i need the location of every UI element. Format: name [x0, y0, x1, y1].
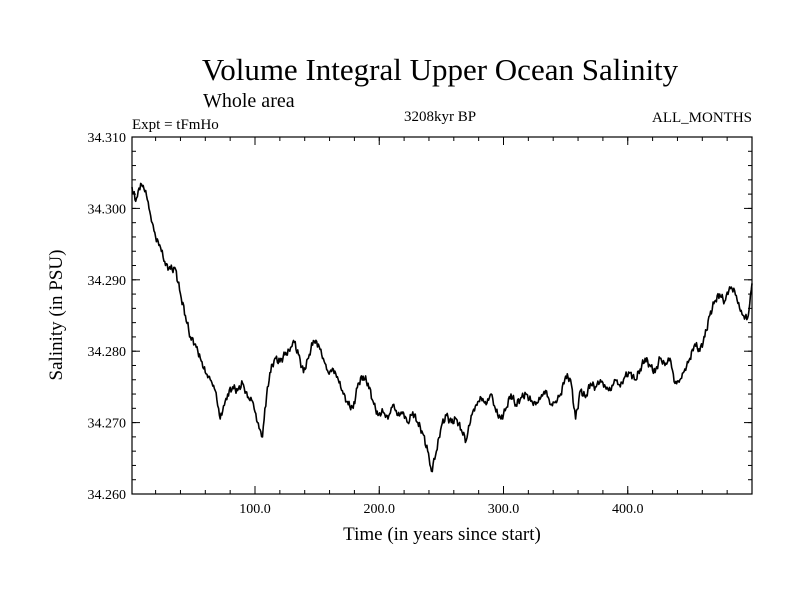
x-tick-label: 200.0 — [364, 502, 396, 517]
period-label: 3208kyr BP — [404, 109, 476, 125]
y-axis-label: Salinity (in PSU) — [46, 250, 67, 381]
y-tick-label: 34.270 — [88, 417, 127, 432]
y-tick-label: 34.280 — [88, 345, 127, 360]
x-tick-label: 400.0 — [612, 502, 644, 517]
chart-title: Volume Integral Upper Ocean Salinity — [202, 52, 679, 87]
y-tick-label: 34.310 — [88, 131, 127, 146]
plot-frame — [131, 136, 753, 495]
y-tick-label: 34.300 — [88, 202, 127, 217]
salinity-series-line — [131, 182, 753, 473]
axis-ticks: 34.260 34.270 34.280 34.290 34.300 34.310 100.… — [88, 131, 752, 517]
y-tick-label: 34.260 — [88, 488, 127, 503]
months-label: ALL_MONTHS — [652, 110, 752, 126]
x-tick-label: 300.0 — [488, 502, 520, 517]
x-tick-label: 100.0 — [239, 502, 271, 517]
x-axis-label: Time (in years since start) — [343, 524, 541, 545]
y-tick-label: 34.290 — [88, 274, 127, 289]
experiment-label: Expt = tFmHo — [132, 117, 219, 133]
chart-subtitle: Whole area — [203, 90, 295, 112]
